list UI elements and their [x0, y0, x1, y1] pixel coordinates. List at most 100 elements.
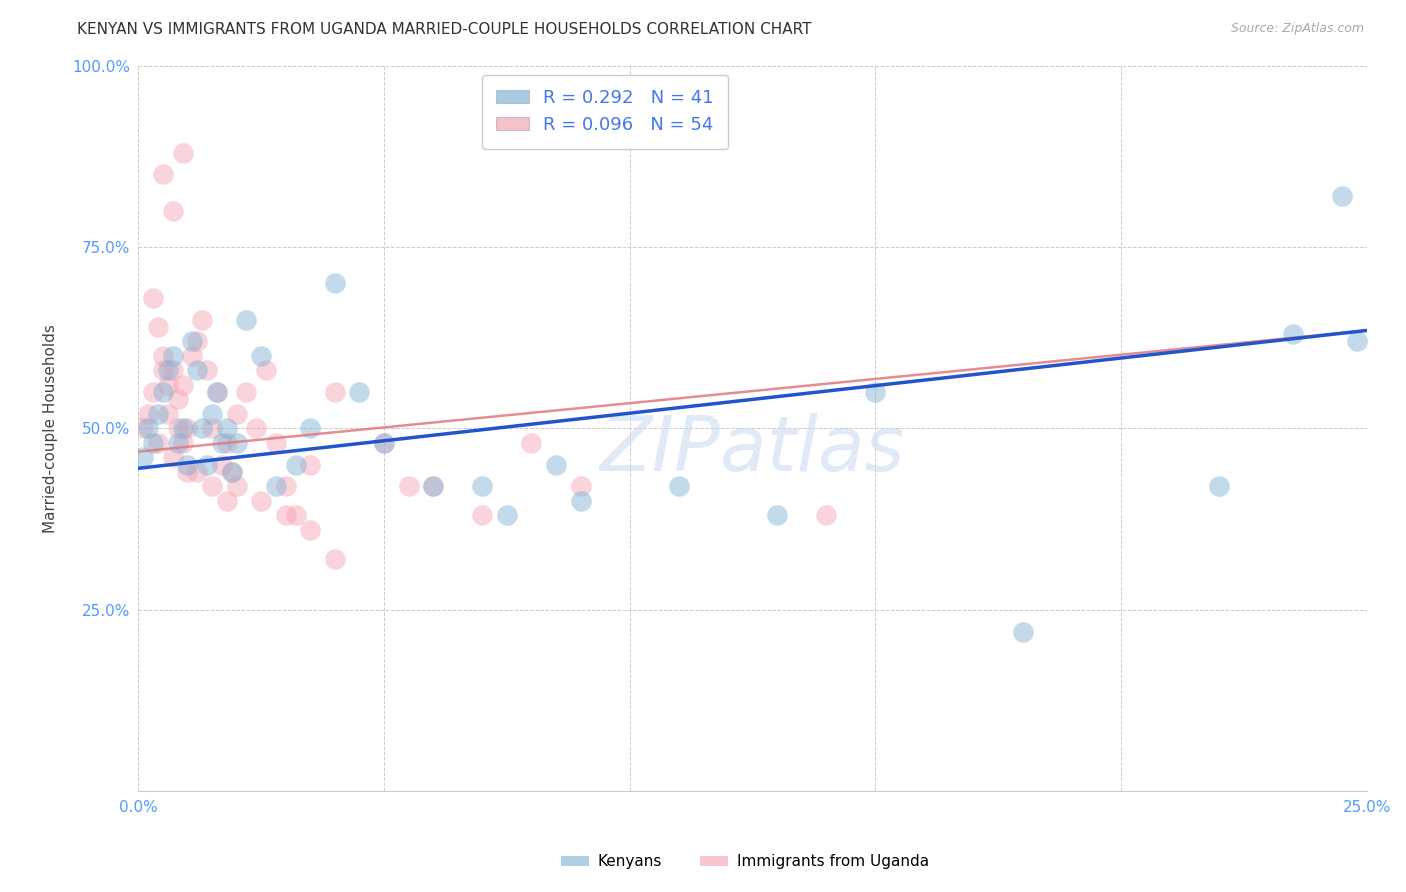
Point: [323, 385, 346, 400]
Point: [186, 334, 208, 349]
Point: [156, 377, 179, 392]
Point: [142, 436, 165, 450]
Point: [471, 479, 494, 493]
Point: [205, 385, 228, 400]
Point: [766, 508, 789, 523]
Point: [1331, 189, 1354, 203]
Point: [1011, 624, 1033, 639]
Point: [299, 458, 322, 472]
Point: [142, 385, 165, 400]
Point: [186, 363, 208, 377]
Point: [221, 465, 243, 479]
Point: [205, 385, 228, 400]
Point: [146, 319, 169, 334]
Point: [191, 421, 214, 435]
Point: [132, 421, 155, 435]
Point: [422, 479, 444, 493]
Point: [162, 203, 184, 218]
Point: [152, 363, 174, 377]
Point: [142, 291, 165, 305]
Point: [569, 479, 592, 493]
Point: [201, 421, 224, 435]
Point: [166, 392, 188, 407]
Text: ZIPatlas: ZIPatlas: [600, 413, 905, 487]
Legend: Kenyans, Immigrants from Uganda: Kenyans, Immigrants from Uganda: [555, 848, 935, 875]
Point: [146, 436, 169, 450]
Point: [152, 349, 174, 363]
Point: [520, 436, 543, 450]
Point: [172, 377, 194, 392]
Point: [166, 421, 188, 435]
Legend: R = 0.292   N = 41, R = 0.096   N = 54: R = 0.292 N = 41, R = 0.096 N = 54: [482, 75, 728, 149]
Point: [471, 508, 494, 523]
Point: [211, 436, 233, 450]
Point: [225, 479, 247, 493]
Point: [245, 421, 267, 435]
Point: [211, 458, 233, 472]
Point: [201, 479, 224, 493]
Point: [176, 458, 198, 472]
Point: [162, 450, 184, 465]
Point: [152, 385, 174, 400]
Point: [398, 479, 420, 493]
Point: [544, 458, 567, 472]
Point: [284, 458, 307, 472]
Y-axis label: Married-couple Households: Married-couple Households: [44, 324, 58, 533]
Point: [235, 312, 257, 326]
Point: [215, 421, 238, 435]
Point: [195, 363, 218, 377]
Point: [191, 312, 214, 326]
Point: [496, 508, 519, 523]
Point: [225, 407, 247, 421]
Point: [181, 349, 204, 363]
Point: [264, 436, 287, 450]
Point: [162, 349, 184, 363]
Point: [235, 385, 257, 400]
Point: [221, 465, 243, 479]
Point: [284, 508, 307, 523]
Point: [215, 494, 238, 508]
Point: [172, 145, 194, 160]
Point: [152, 168, 174, 182]
Point: [166, 436, 188, 450]
Point: [136, 407, 159, 421]
Point: [422, 479, 444, 493]
Point: [349, 385, 371, 400]
Point: [274, 479, 297, 493]
Point: [274, 508, 297, 523]
Point: [569, 494, 592, 508]
Point: [186, 465, 208, 479]
Point: [176, 465, 198, 479]
Point: [156, 407, 179, 421]
Point: [195, 458, 218, 472]
Point: [1346, 334, 1368, 349]
Point: [373, 436, 395, 450]
Point: [162, 363, 184, 377]
Point: [201, 407, 224, 421]
Point: [323, 552, 346, 566]
Point: [254, 363, 277, 377]
Text: Source: ZipAtlas.com: Source: ZipAtlas.com: [1230, 22, 1364, 36]
Point: [1208, 479, 1230, 493]
Point: [215, 436, 238, 450]
Point: [299, 421, 322, 435]
Point: [815, 508, 838, 523]
Text: KENYAN VS IMMIGRANTS FROM UGANDA MARRIED-COUPLE HOUSEHOLDS CORRELATION CHART: KENYAN VS IMMIGRANTS FROM UGANDA MARRIED…: [77, 22, 811, 37]
Point: [132, 450, 155, 465]
Point: [172, 436, 194, 450]
Point: [323, 277, 346, 291]
Point: [250, 349, 273, 363]
Point: [1282, 327, 1305, 342]
Point: [225, 436, 247, 450]
Point: [668, 479, 690, 493]
Point: [136, 421, 159, 435]
Point: [299, 523, 322, 537]
Point: [156, 363, 179, 377]
Point: [172, 421, 194, 435]
Point: [146, 407, 169, 421]
Point: [373, 436, 395, 450]
Point: [250, 494, 273, 508]
Point: [865, 385, 887, 400]
Point: [181, 334, 204, 349]
Point: [264, 479, 287, 493]
